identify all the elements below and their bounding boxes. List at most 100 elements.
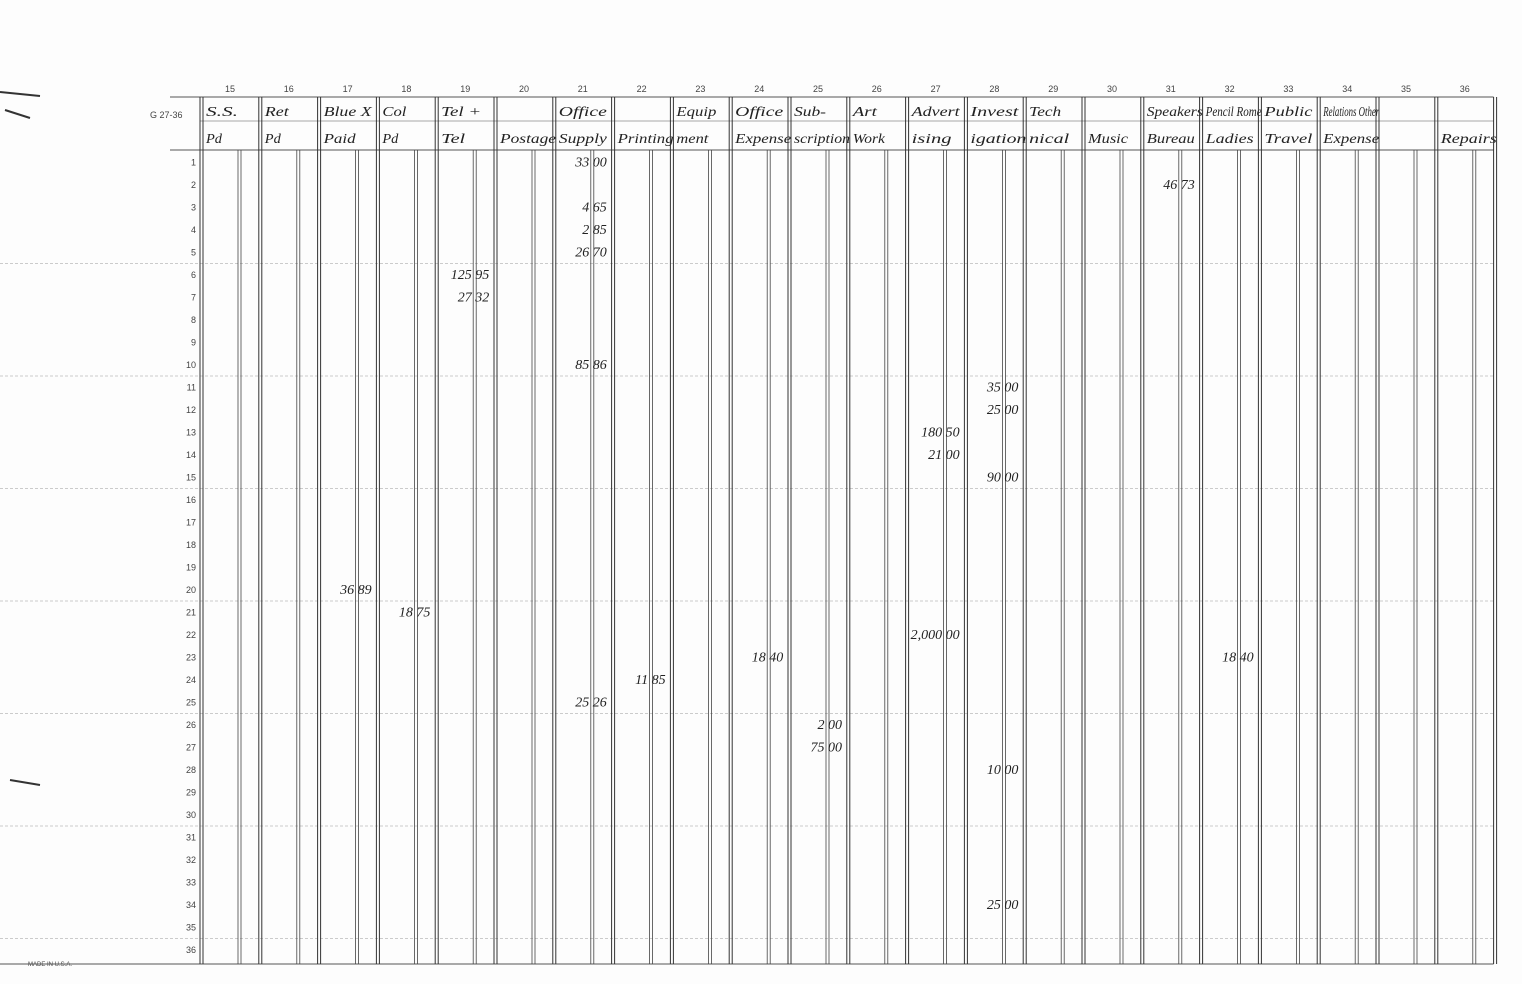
row-number: 6: [191, 270, 196, 280]
column-number: 33: [1283, 84, 1293, 94]
row-number: 4: [191, 225, 196, 235]
column-heading: nical: [1029, 132, 1069, 147]
row-number: 14: [186, 450, 196, 460]
column-heading: Music: [1087, 132, 1129, 147]
entry: 21 00: [928, 448, 960, 463]
row-number: 36: [186, 945, 196, 955]
row-number: 35: [186, 923, 196, 933]
entry: 75 00: [811, 741, 843, 756]
row-number: 27: [186, 743, 196, 753]
column-number: 34: [1342, 84, 1352, 94]
column-heading: scription: [794, 132, 850, 147]
column-heading: Ret: [264, 105, 291, 120]
column-heading: Office: [559, 105, 607, 120]
column-heading: Pd: [264, 132, 282, 147]
entry: 25 00: [987, 403, 1019, 418]
column-heading: igation: [970, 132, 1026, 147]
row-number: 3: [191, 203, 196, 213]
row-number: 10: [186, 360, 196, 370]
row-number: 34: [186, 900, 196, 910]
row-number: 13: [186, 428, 196, 438]
column-number: 27: [931, 84, 941, 94]
entry: 35 00: [986, 381, 1019, 396]
entry: 2 85: [582, 223, 607, 238]
column-number: 30: [1107, 84, 1117, 94]
row-number: 29: [186, 788, 196, 798]
column-heading: Art: [851, 105, 878, 120]
row-number: 25: [186, 698, 196, 708]
column-heading: Expense: [1322, 132, 1379, 147]
column-heading: Public: [1263, 105, 1313, 120]
entry: 2,000 00: [911, 628, 960, 643]
entry: 125 95: [451, 268, 490, 283]
column-number: 23: [695, 84, 705, 94]
row-number: 28: [186, 765, 196, 775]
entry: 46 73: [1163, 178, 1195, 193]
column-number: 25: [813, 84, 823, 94]
column-heading: Col: [382, 105, 406, 120]
column-number: 28: [989, 84, 999, 94]
entry: 180 50: [921, 426, 960, 441]
row-number: 22: [186, 630, 196, 640]
column-heading: Equip: [675, 105, 716, 120]
row-number: 30: [186, 810, 196, 820]
row-number: 21: [186, 608, 196, 618]
column-heading: Supply: [559, 132, 608, 147]
column-heading: Travel: [1264, 132, 1312, 147]
row-number: 23: [186, 653, 196, 663]
column-number: 35: [1401, 84, 1411, 94]
entry: 26 70: [575, 246, 607, 261]
column-heading: Tech: [1029, 105, 1061, 120]
entry: 10 00: [987, 763, 1019, 778]
entry: 25 26: [575, 696, 607, 711]
row-number: 31: [186, 833, 196, 843]
column-heading: Ladies: [1204, 132, 1254, 147]
imprint: MADE IN U.S.A.: [28, 962, 72, 968]
row-number: 17: [186, 518, 196, 528]
row-number: 2: [191, 180, 196, 190]
row-number: 16: [186, 495, 196, 505]
column-heading: ising: [912, 132, 952, 147]
column-heading: Speakers: [1147, 105, 1204, 120]
row-number: 5: [191, 248, 196, 258]
column-heading: Tel +: [441, 105, 481, 120]
row-number: 7: [191, 293, 196, 303]
column-heading: ment: [676, 132, 709, 147]
column-number: 26: [872, 84, 882, 94]
column-heading: Blue X: [324, 105, 373, 120]
column-heading: Work: [853, 132, 886, 147]
column-heading: Sub-: [794, 105, 826, 120]
column-number: 16: [284, 84, 294, 94]
row-number: 15: [186, 473, 196, 483]
entry: 27 32: [458, 291, 490, 306]
column-number: 29: [1048, 84, 1058, 94]
row-number: 18: [186, 540, 196, 550]
row-number: 1: [191, 158, 196, 168]
entry: 18 75: [399, 606, 431, 621]
column-number: 22: [637, 84, 647, 94]
row-number: 20: [186, 585, 196, 595]
entry: 18 40: [1222, 651, 1254, 666]
column-heading: Pd: [381, 132, 399, 147]
column-heading: Tel: [441, 132, 465, 147]
entry: 36 89: [339, 583, 372, 598]
column-number: 31: [1166, 84, 1176, 94]
row-number: 9: [191, 338, 196, 348]
row-number: 24: [186, 675, 196, 685]
column-number: 17: [343, 84, 353, 94]
entry: 2 00: [818, 718, 843, 733]
entry: 85 86: [575, 358, 607, 373]
column-heading: Paid: [322, 132, 356, 147]
column-heading: S.S.: [206, 105, 238, 120]
row-number: 26: [186, 720, 196, 730]
column-heading: Invest: [969, 105, 1020, 120]
column-heading: Expense: [734, 132, 791, 147]
scan-marks: [0, 91, 41, 786]
column-heading: Advert: [910, 105, 961, 120]
column-heading: Postage: [499, 132, 556, 147]
entry: 18 40: [752, 651, 784, 666]
entry: 4 65: [582, 201, 607, 216]
column-number: 15: [225, 84, 235, 94]
